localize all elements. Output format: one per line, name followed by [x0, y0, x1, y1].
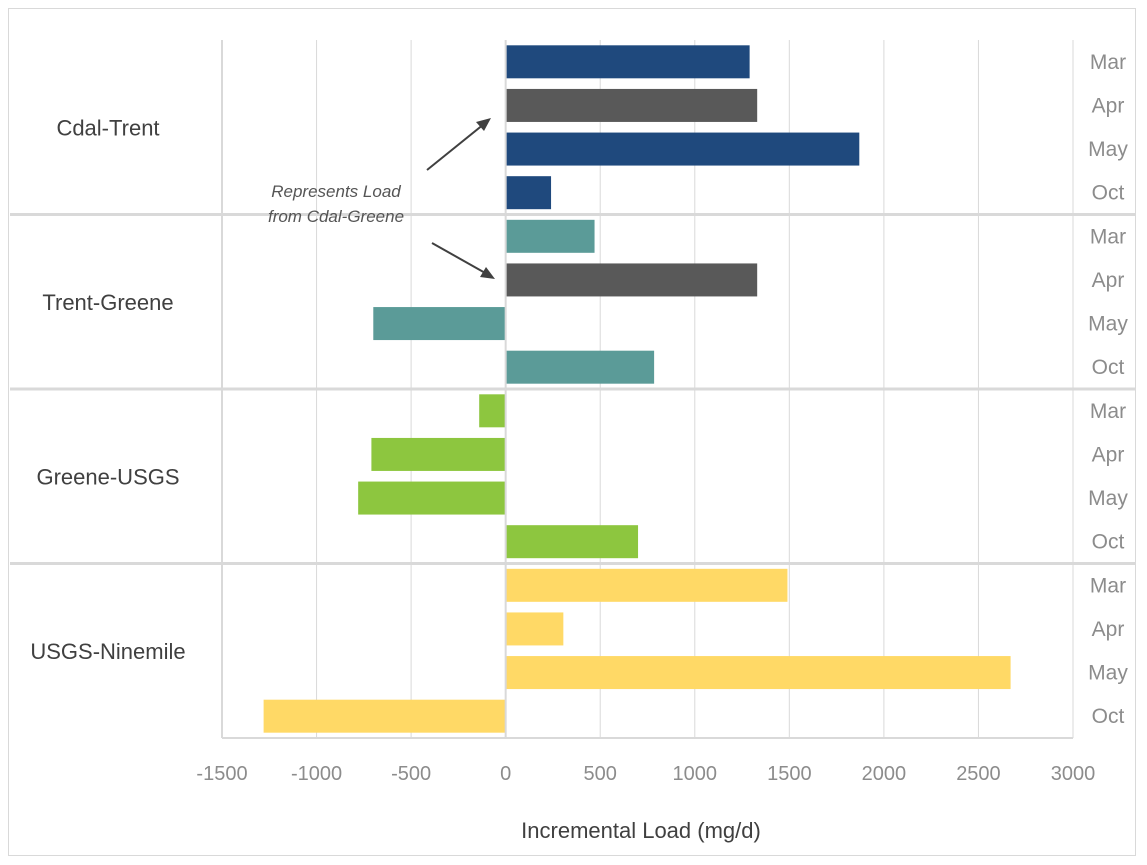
- x-tick-label: 1000: [673, 763, 718, 785]
- x-axis-label: Incremental Load (mg/d): [521, 818, 761, 843]
- chart-frame: [8, 8, 1136, 856]
- month-label: May: [1088, 487, 1128, 510]
- x-tick-label: -1000: [291, 763, 342, 785]
- x-tick-label: 2500: [956, 763, 1001, 785]
- x-tick-labels: -1500 -1000 -500 0 500 1000 1500 2000 2500 3000: [196, 763, 1095, 785]
- month-label: Mar: [1090, 225, 1126, 248]
- bar-trent-greene-apr: [505, 263, 758, 297]
- bar-trent-greene-mar: [505, 219, 595, 253]
- month-label: Mar: [1090, 400, 1126, 423]
- bar-usgs-ninemile-oct: [263, 699, 506, 733]
- bar-greene-usgs-mar: [479, 394, 506, 428]
- month-label: May: [1088, 662, 1128, 685]
- bar-cdal-trent-oct: [505, 176, 552, 210]
- annotation-arrowhead-2: [480, 267, 495, 279]
- annotation-arrowhead-1: [476, 118, 491, 131]
- bar-cdal-trent-apr: [505, 88, 758, 122]
- annotation: Represents Load from Cdal-Greene: [268, 118, 495, 279]
- annotation-arrow-1: [426, 123, 485, 171]
- x-tick-label: -1500: [196, 763, 247, 785]
- annotation-line-2: from Cdal-Greene: [268, 207, 404, 226]
- bar-trent-greene-oct: [505, 350, 655, 384]
- x-tick-label: 0: [500, 763, 511, 785]
- bar-trent-greene-may: [373, 307, 506, 341]
- month-label: Oct: [1092, 182, 1125, 205]
- group-label: Trent-Greene: [42, 290, 173, 315]
- month-label: Oct: [1092, 705, 1125, 728]
- bar-greene-usgs-apr: [371, 437, 506, 471]
- month-label: Apr: [1092, 94, 1125, 117]
- x-tick-label: 2000: [862, 763, 907, 785]
- group-label: Cdal-Trent: [56, 115, 159, 140]
- bar-usgs-ninemile-may: [505, 656, 1011, 690]
- month-label: Apr: [1092, 443, 1125, 466]
- month-labels: Mar Apr May Oct Mar Apr May Oct Mar Apr May Oct Mar A…: [1088, 51, 1128, 728]
- bar-cdal-trent-may: [505, 132, 860, 166]
- month-label: Oct: [1092, 356, 1125, 379]
- month-label: Mar: [1090, 574, 1126, 597]
- x-tick-label: 3000: [1051, 763, 1096, 785]
- bar-greene-usgs-may: [358, 481, 506, 515]
- month-label: May: [1088, 138, 1128, 161]
- bar-greene-usgs-oct: [505, 525, 639, 559]
- bars: [263, 45, 1011, 733]
- month-label: Apr: [1092, 269, 1125, 292]
- bar-usgs-ninemile-mar: [505, 568, 788, 602]
- group-label: USGS-Ninemile: [30, 639, 185, 664]
- group-labels: Cdal-Trent Trent-Greene Greene-USGS USGS-Ni…: [30, 115, 185, 664]
- x-tick-label: 500: [584, 763, 617, 785]
- x-tick-label: 1500: [767, 763, 812, 785]
- group-label: Greene-USGS: [36, 464, 179, 489]
- month-label: May: [1088, 313, 1128, 336]
- x-tick-label: -500: [391, 763, 431, 785]
- annotation-arrow-2: [431, 242, 488, 275]
- month-label: Mar: [1090, 51, 1126, 74]
- bar-usgs-ninemile-apr: [505, 612, 564, 646]
- month-label: Apr: [1092, 618, 1125, 641]
- annotation-line-1: Represents Load: [271, 182, 401, 201]
- group-separators: [10, 40, 1136, 739]
- bar-cdal-trent-mar: [505, 45, 750, 79]
- month-label: Oct: [1092, 531, 1125, 554]
